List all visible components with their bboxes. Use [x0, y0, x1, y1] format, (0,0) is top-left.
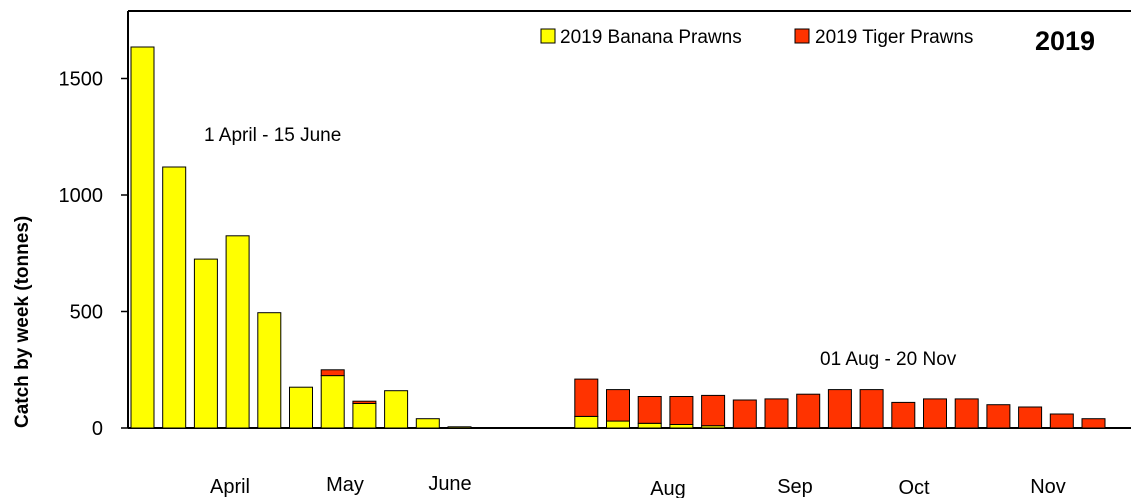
month-label-sep: Sep [777, 476, 813, 498]
bar-tiger-week-22 [796, 393, 821, 429]
y-tick-label-1000: 1000 [59, 185, 104, 207]
legend: 2019 Banana Prawns 2019 Tiger Prawns [540, 27, 973, 48]
month-label-nov: Nov [1030, 476, 1066, 498]
bar-tiger-week-16 [606, 389, 630, 422]
chart-title: 2019 [1035, 26, 1095, 56]
month-labels: April May June Aug Sep Oct Nov [210, 473, 1066, 498]
bar-tiger-week-17 [637, 396, 662, 424]
bar-banana-week-17 [637, 422, 662, 429]
bar-tiger-week-25 [891, 401, 916, 429]
y-ticks: 0 500 1000 1500 [59, 69, 128, 440]
bar-tiger-week-20 [732, 399, 757, 429]
bar-banana-week-7 [320, 375, 345, 429]
bar-tiger-week-28 [986, 404, 1011, 429]
bar-banana-week-6 [289, 386, 313, 429]
bar-banana-week-9 [384, 390, 409, 429]
bar-tiger-week-24 [859, 389, 884, 429]
month-label-april: April [210, 476, 250, 498]
bar-tiger-week-26 [923, 398, 947, 429]
annotation-second-season: 01 Aug - 20 Nov [820, 349, 957, 370]
legend-swatch-banana [540, 28, 556, 44]
y-tick-label-1500: 1500 [59, 69, 104, 91]
bar-banana-week-16 [606, 420, 630, 429]
bar-banana-week-5 [257, 312, 282, 429]
bar-tiger-week-8 [352, 400, 377, 405]
bar-tiger-week-23 [827, 389, 852, 429]
legend-swatch-tiger [794, 28, 810, 44]
month-label-aug: Aug [650, 478, 686, 498]
bar-banana-week-18 [669, 424, 694, 429]
bar-banana-week-1 [130, 46, 155, 429]
month-label-june: June [428, 473, 471, 495]
bar-tiger-week-29 [1018, 406, 1043, 429]
bar-tiger-week-21 [764, 398, 789, 429]
bars-group [130, 46, 1106, 429]
bar-tiger-week-18 [669, 396, 694, 425]
y-tick-label-500: 500 [70, 302, 103, 324]
bar-banana-week-8 [352, 403, 377, 429]
bar-banana-week-15 [574, 415, 599, 429]
legend-label-tiger: 2019 Tiger Prawns [815, 27, 973, 48]
month-label-may: May [326, 474, 364, 496]
bar-banana-week-2 [162, 166, 187, 429]
y-tick-label-0: 0 [92, 418, 103, 440]
bar-tiger-week-19 [701, 394, 726, 427]
month-label-oct: Oct [898, 477, 930, 498]
bar-banana-week-10 [415, 418, 440, 429]
bar-banana-week-3 [193, 258, 218, 429]
legend-label-banana: 2019 Banana Prawns [560, 27, 742, 48]
bar-banana-week-4 [225, 235, 250, 429]
y-axis-label: Catch by week (tonnes) [12, 216, 33, 428]
bar-tiger-week-31 [1081, 418, 1106, 429]
annotation-first-season: 1 April - 15 June [204, 125, 341, 146]
bar-tiger-week-7 [320, 369, 345, 377]
bar-banana-week-11 [447, 426, 472, 429]
bar-tiger-week-27 [954, 398, 979, 429]
bar-tiger-week-30 [1049, 413, 1074, 429]
bar-tiger-week-15 [574, 378, 599, 417]
